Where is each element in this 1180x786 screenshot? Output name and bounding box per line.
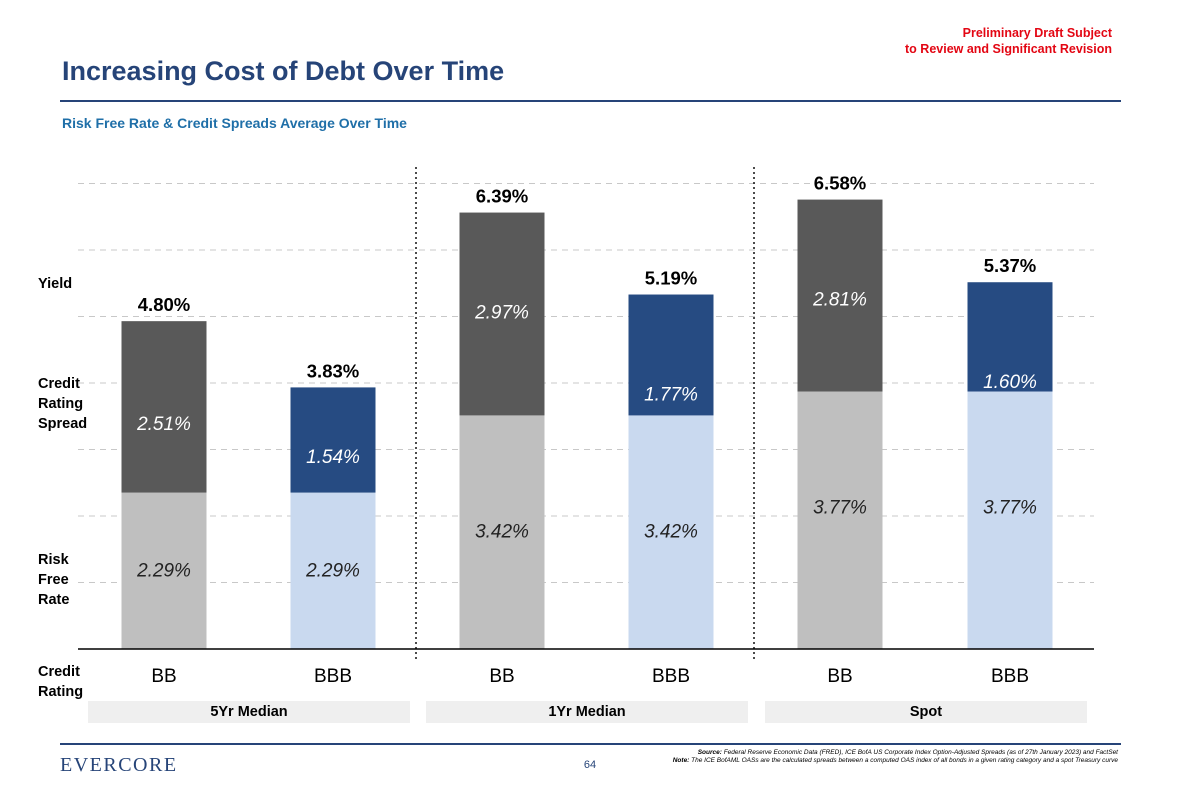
data-label-credit-spread-0: 2.51% (136, 414, 191, 435)
page-number: 64 (583, 759, 597, 771)
data-label-total-2: 6.39% (476, 186, 528, 207)
source-text: Federal Reserve Economic Data (FRED), IC… (723, 749, 1118, 756)
draft-notice-line-2: to Review and Significant Revision (905, 42, 1112, 56)
group-label-5yr-median: 5Yr Median (88, 701, 410, 723)
bar-credit-spread-3 (628, 294, 714, 416)
category-label-bb-2: BB (489, 666, 514, 687)
rfr-label-line-1: Risk (38, 552, 69, 568)
data-label-total-5: 5.37% (984, 255, 1036, 276)
source-line: Source: Federal Reserve Economic Data (F… (648, 749, 1118, 757)
rfr-label-line-2: Free (38, 572, 69, 588)
footnote: Source: Federal Reserve Economic Data (F… (648, 749, 1118, 765)
note-text: The ICE BofAML OASs are the calculated s… (691, 757, 1118, 764)
category-label-bb-4: BB (827, 666, 852, 687)
rating-label-line-2: Rating (38, 684, 84, 700)
group-label-1yr-median: 1Yr Median (426, 701, 748, 723)
bar-credit-spread-5 (967, 282, 1053, 392)
spread-label-line-2: Rating (38, 396, 84, 412)
rating-label-line-1: Credit (38, 664, 80, 680)
chart-subtitle: Risk Free Rate & Credit Spreads Average … (62, 115, 407, 131)
bar-risk-free-4 (797, 391, 883, 649)
yield-label: Yield (38, 274, 118, 294)
source-label: Source: (697, 749, 722, 756)
data-label-credit-spread-2: 2.97% (474, 303, 529, 324)
data-label-total-1: 3.83% (307, 360, 359, 381)
bar-credit-spread-4 (797, 199, 883, 392)
draft-notice-line-1: Preliminary Draft Subject (962, 26, 1112, 40)
draft-notice: Preliminary Draft Subject to Review and … (792, 25, 1112, 57)
data-label-risk-free-4: 3.77% (813, 498, 867, 519)
data-label-total-0: 4.80% (138, 294, 190, 315)
data-label-risk-free-5: 3.77% (983, 498, 1037, 519)
bar-risk-free-3 (628, 415, 714, 649)
category-label-bbb-5: BBB (991, 666, 1029, 687)
data-label-credit-spread-4: 2.81% (812, 290, 867, 311)
rfr-label-line-3: Rate (38, 592, 70, 608)
data-label-risk-free-3: 3.42% (644, 521, 698, 542)
bar-risk-free-2 (459, 415, 545, 649)
note-line: Note: The ICE BofAML OASs are the calcul… (648, 757, 1118, 765)
category-label-bbb-1: BBB (314, 666, 352, 687)
data-label-risk-free-0: 2.29% (136, 561, 191, 582)
bar-credit-spread-2 (459, 212, 545, 416)
stacked-bar-chart: 2.29% 2.51% 4.80% BB 2.29% 1.54% 3.83% BBB 3.42%… (78, 167, 1094, 687)
data-label-credit-spread-5: 1.60% (983, 372, 1037, 393)
spread-label-line-3: Spread (38, 416, 88, 432)
bar-credit-spread-1 (290, 387, 376, 493)
category-label-bbb-3: BBB (652, 666, 690, 687)
data-label-risk-free-2: 3.42% (475, 521, 529, 542)
bar-risk-free-0 (121, 492, 207, 649)
spread-label-line-1: Credit (38, 376, 80, 392)
group-label-spot: Spot (765, 701, 1087, 723)
data-label-credit-spread-1: 1.54% (306, 447, 360, 468)
data-label-credit-spread-3: 1.77% (644, 385, 698, 406)
page-title: Increasing Cost of Debt Over Time (62, 56, 505, 86)
bar-risk-free-5 (967, 391, 1053, 649)
category-label-bb-0: BB (151, 666, 176, 687)
evercore-logo: EVERCORE (60, 754, 178, 776)
data-label-total-3: 5.19% (645, 268, 697, 289)
footer-divider (60, 743, 1121, 745)
bar-risk-free-1 (290, 492, 376, 649)
credit-rating-spread-label: Credit Rating Spread (38, 374, 118, 434)
data-label-total-4: 6.58% (814, 173, 866, 194)
credit-rating-label: Credit Rating (38, 662, 118, 702)
yield-label-text: Yield (38, 276, 73, 292)
bar-credit-spread-0 (121, 321, 207, 493)
data-label-risk-free-1: 2.29% (305, 561, 360, 582)
title-divider (60, 100, 1121, 102)
risk-free-rate-label: Risk Free Rate (38, 550, 118, 610)
note-label: Note: (672, 757, 690, 764)
